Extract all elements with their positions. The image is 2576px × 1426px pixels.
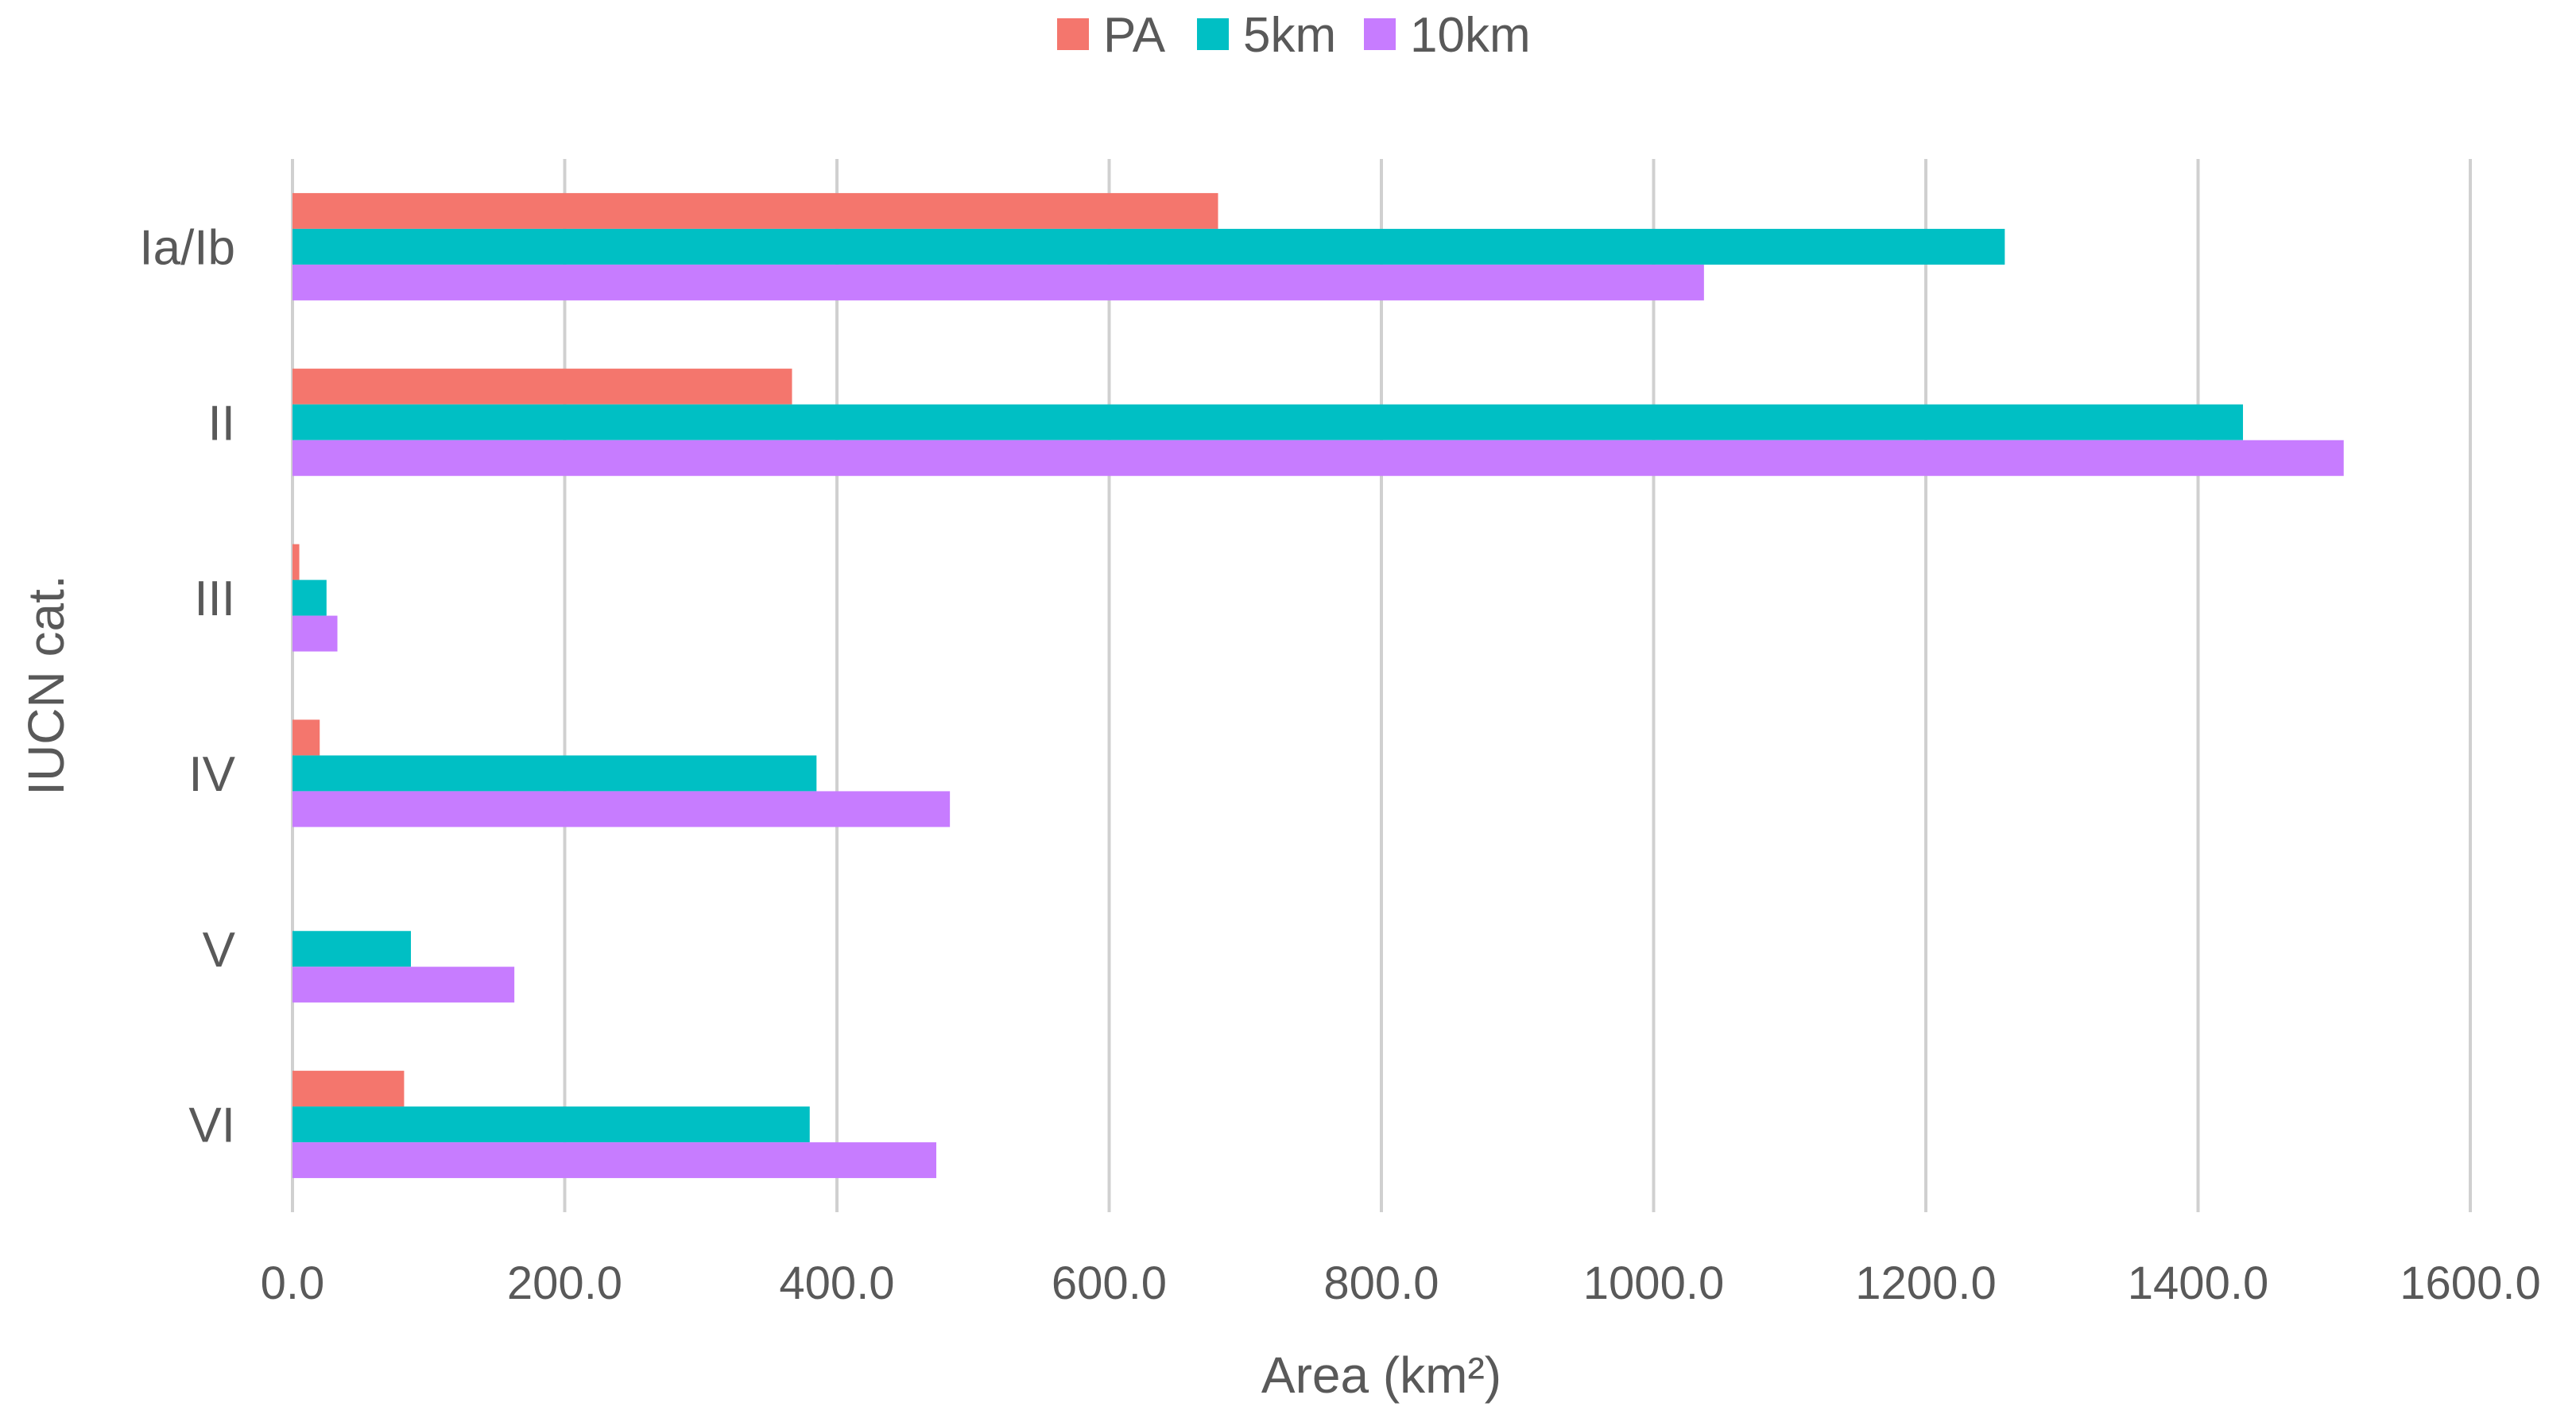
legend-label-pa: PA [1103,8,1166,63]
x-tick-label: 200.0 [507,1257,622,1309]
y-category-label: V [203,923,236,978]
legend-swatch-5km [1197,18,1229,50]
bar-pa-ii [292,368,792,405]
bar-5km-iv [292,755,817,792]
bar-10km-iv [292,791,951,827]
bar-pa-iv [292,719,320,756]
x-tick-label: 400.0 [779,1257,894,1309]
y-category-label: VI [188,1099,235,1153]
x-tick-label: 600.0 [1052,1257,1167,1309]
legend: PA 5km 10km [1057,8,1531,63]
bar-5km-ii [292,404,2244,440]
legend-label-5km: 5km [1243,8,1336,63]
legend-swatch-10km [1364,18,1396,50]
x-tick-label: 800.0 [1323,1257,1439,1309]
bar-5km-ia-ib [292,228,2005,265]
bar-5km-v [292,931,411,967]
bar-pa-vi [292,1071,405,1107]
x-tick-label: 0.0 [261,1257,325,1309]
bar-10km-ia-ib [292,264,1704,300]
x-tick-label: 1200.0 [1855,1257,1996,1309]
bar-10km-iii [292,615,338,652]
y-axis-title: IUCN cat. [17,575,75,795]
y-category-label: IV [188,747,235,802]
x-tick-label: 1000.0 [1583,1257,1724,1309]
bar-5km-iii [292,579,327,616]
y-category-label: II [208,396,235,451]
y-category-label: III [194,572,235,626]
bar-5km-vi [292,1106,810,1143]
legend-label-10km: 10km [1410,8,1531,63]
x-tick-label: 1600.0 [2400,1257,2540,1309]
x-axis-title: Area (km²) [1261,1347,1501,1404]
bar-pa-iii [292,544,300,580]
x-tick-label: 1400.0 [2128,1257,2268,1309]
x-tick-labels: 0.0 200.0 400.0 600.0 800.0 1000.0 1200.0 1400.… [261,1257,2541,1309]
legend-swatch-pa [1057,18,1089,50]
y-category-label: Ia/Ib [139,220,235,275]
bar-10km-ii [292,440,2344,476]
bar-10km-v [292,967,515,1003]
bar-10km-vi [292,1142,937,1179]
gridlines [291,159,2472,1212]
bar-pa-ia-ib [292,192,1218,229]
bars [292,192,2344,1179]
